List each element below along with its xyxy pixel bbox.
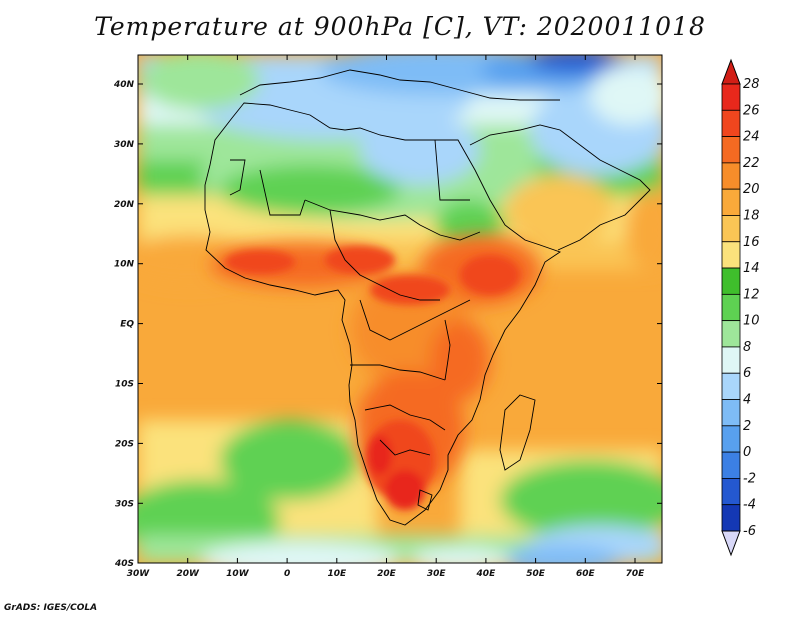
colorbar-bottom-arrow [721, 530, 741, 557]
colorbar-label: 16 [743, 235, 760, 250]
lon-tick-label: 30W [127, 569, 151, 579]
temperature-field [138, 55, 662, 563]
colorbar-label: 14 [743, 261, 760, 276]
colorbar-label: 22 [743, 156, 760, 171]
lon-tick-label: 10W [226, 569, 250, 579]
colorbar-segment [721, 83, 741, 111]
colorbar-segment [721, 451, 741, 479]
lat-tick-label: 30N [114, 140, 135, 150]
lat-tick-label: 40N [113, 80, 135, 90]
colorbar-label: -4 [743, 498, 756, 513]
lat-tick-label: 40S [114, 559, 134, 569]
colorbar-label: -6 [743, 524, 756, 539]
lat-tick-label: 10S [115, 380, 134, 390]
colorbar-label: 2 [743, 419, 751, 434]
lon-tick-label: 50E [526, 569, 546, 579]
colorbar-segment [721, 162, 741, 190]
grads-credit: GrADS: IGES/COLA [4, 603, 98, 613]
lon-tick-label: 70E [626, 569, 646, 579]
colorbar-label: 4 [743, 393, 751, 408]
colorbar-segment [721, 293, 741, 322]
colorbar-top-arrow [721, 58, 741, 85]
lon-tick-label: 60E [576, 569, 596, 579]
colorbar-segment [721, 504, 741, 532]
coastlines [204, 69, 651, 526]
colorbar-segment [721, 109, 741, 137]
colorbar-segment [721, 346, 741, 374]
colorbar-label: 18 [743, 208, 760, 223]
colorbar-segment [721, 372, 741, 400]
colorbar-segment [721, 320, 741, 348]
map-frame [137, 54, 663, 564]
lon-tick-label: 20W [176, 569, 200, 579]
colorbar-segment [721, 136, 741, 164]
colorbar-label: -2 [743, 471, 756, 486]
latitude-axis: 40N 30N 20N 10N EQ 10S 20S 30S 40S [113, 80, 662, 569]
map-title: Temperature at 900hPa [C], VT: 202001101… [94, 12, 706, 41]
lat-tick-label: 30S [115, 499, 134, 509]
colorbar-label: 28 [743, 77, 760, 92]
colorbar-label: 12 [743, 287, 760, 302]
lat-tick-label: 20N [114, 200, 135, 210]
colorbar-segment [721, 478, 741, 506]
lon-tick-label: 20E [377, 569, 397, 579]
lat-tick-label: 10N [114, 260, 135, 270]
colorbar-segment [721, 241, 741, 269]
colorbar-label: 10 [743, 314, 760, 329]
longitude-axis: 30W 20W 10W 0 10E 20E 30E 40E 50E 60E 70E [127, 55, 645, 579]
colorbar-segment [721, 188, 741, 216]
colorbar-segment [721, 425, 741, 453]
colorbar-segment [721, 215, 741, 243]
lon-tick-label: 30E [427, 569, 447, 579]
colorbar-label: 0 [743, 445, 751, 460]
colorbar-label: 6 [743, 366, 751, 381]
colorbar-label: 8 [743, 340, 751, 355]
colorbar-label: 26 [743, 103, 760, 118]
lat-tick-label: 20S [115, 439, 134, 449]
lon-tick-label: 10E [327, 569, 347, 579]
lon-tick-label: 0 [284, 569, 290, 579]
colorbar-segment [721, 267, 741, 295]
colorbar-label: 24 [743, 130, 760, 145]
lon-tick-label: 40E [476, 569, 497, 579]
colorbar-segment [721, 399, 741, 427]
lat-tick-label: EQ [120, 320, 134, 330]
colorbar-label: 20 [743, 182, 760, 197]
